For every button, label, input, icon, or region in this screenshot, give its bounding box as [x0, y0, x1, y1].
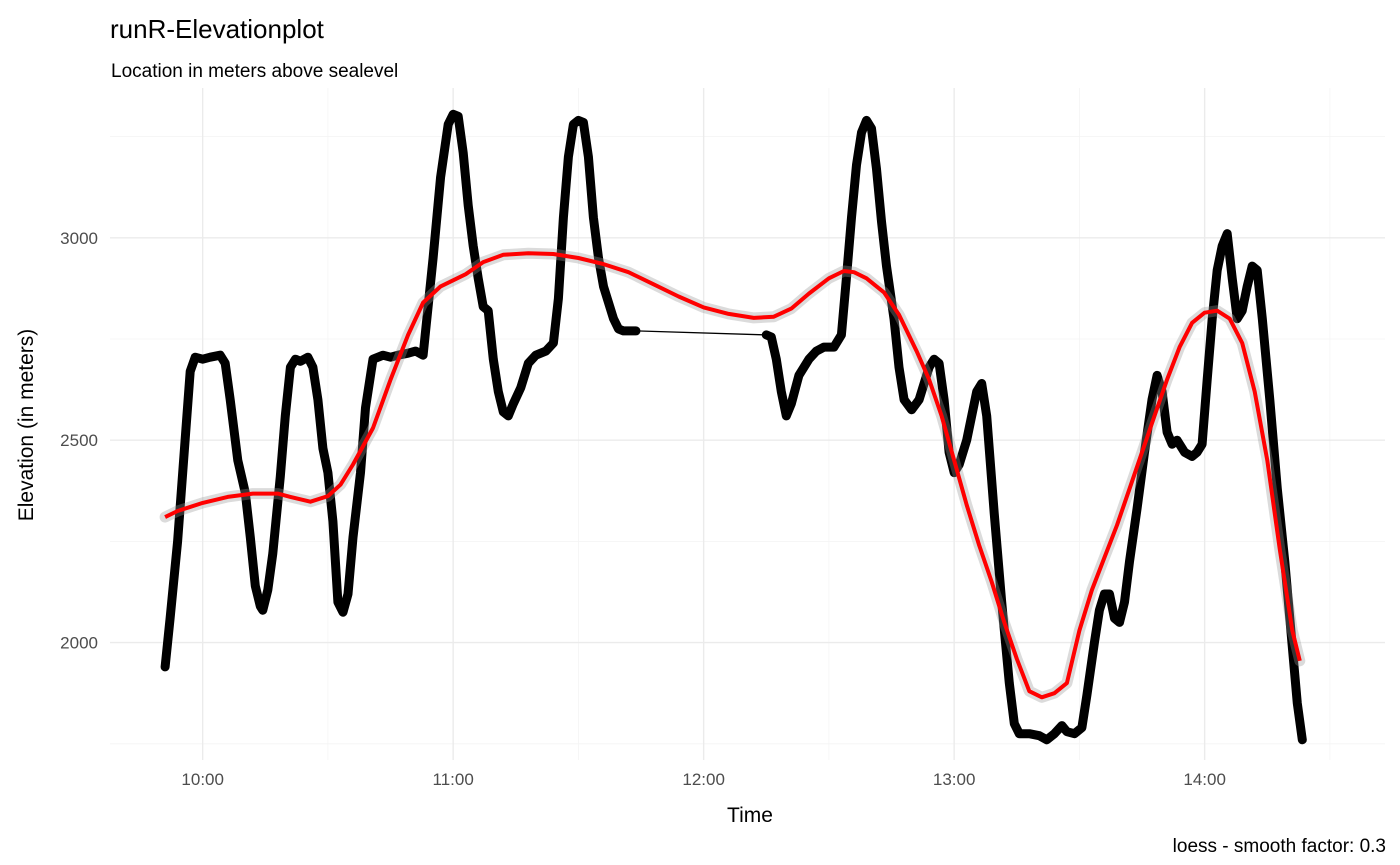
- x-tick-label: 12:00: [682, 770, 725, 789]
- axis-ticks: 10:00 11:00 12:00 13:00 14:00 2000 2500 3000: [60, 229, 1226, 789]
- elevation-line: [761, 115, 1307, 745]
- loess-smooth-series: [159, 247, 1306, 703]
- y-tick-label: 3000: [60, 229, 98, 248]
- elevation-series: [160, 109, 1307, 745]
- y-tick-label: 2500: [60, 431, 98, 450]
- chart-caption: loess - smooth factor: 0.3: [1173, 836, 1386, 857]
- chart-subtitle: Location in meters above sealevel: [111, 61, 398, 82]
- y-axis-title: Elevation (in meters): [15, 329, 38, 522]
- grid: [110, 88, 1385, 760]
- y-tick-label: 2000: [60, 634, 98, 653]
- elevation-line: [160, 109, 641, 672]
- x-tick-label: 13:00: [933, 770, 976, 789]
- smooth-line: [164, 251, 1302, 700]
- x-axis-title: Time: [727, 804, 773, 827]
- chart-title: runR-Elevationplot: [110, 14, 325, 44]
- x-tick-label: 10:00: [181, 770, 224, 789]
- x-tick-label: 14:00: [1183, 770, 1226, 789]
- elevation-gap-line: [636, 330, 767, 336]
- smooth-confidence-band: [159, 247, 1306, 703]
- x-tick-label: 11:00: [433, 770, 474, 789]
